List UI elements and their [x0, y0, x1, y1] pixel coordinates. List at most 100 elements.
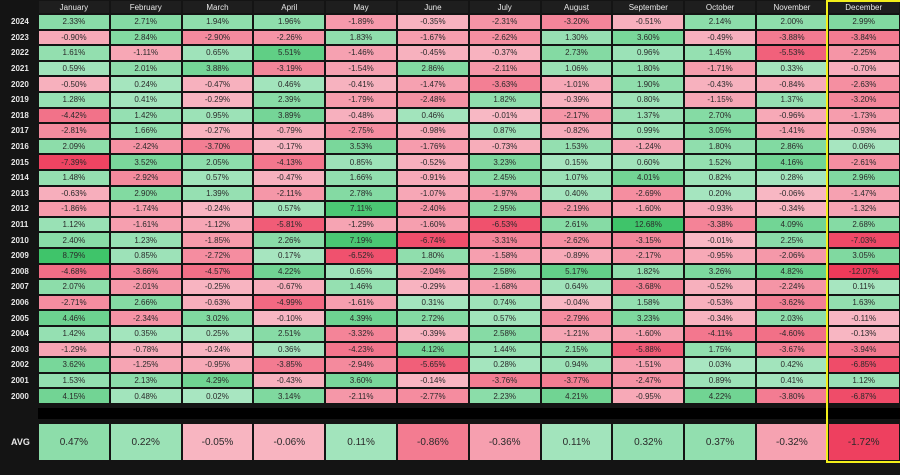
heatmap-cell[interactable]: 0.33%: [756, 60, 828, 77]
heatmap-cell[interactable]: -0.82%: [540, 123, 613, 139]
heatmap-cell[interactable]: -2.31%: [468, 14, 541, 30]
heatmap-cell[interactable]: 3.05%: [827, 248, 900, 264]
heatmap-cell[interactable]: 3.52%: [109, 154, 182, 170]
heatmap-cell[interactable]: -3.32%: [325, 326, 397, 342]
heatmap-cell[interactable]: 0.57%: [181, 170, 254, 186]
heatmap-cell[interactable]: -0.43%: [253, 372, 326, 389]
heatmap-cell[interactable]: 1.94%: [181, 14, 254, 30]
heatmap-cell[interactable]: -0.95%: [181, 357, 254, 373]
heatmap-cell[interactable]: 2.25%: [756, 232, 828, 248]
heatmap-cell[interactable]: 1.80%: [612, 60, 685, 77]
heatmap-cell[interactable]: -2.81%: [38, 123, 110, 139]
heatmap-cell[interactable]: -2.24%: [756, 279, 828, 295]
heatmap-cell[interactable]: 8.79%: [38, 248, 110, 264]
heatmap-cell[interactable]: -2.62%: [540, 232, 613, 248]
heatmap-cell[interactable]: 0.60%: [612, 154, 685, 170]
heatmap-cell[interactable]: -2.04%: [397, 263, 469, 280]
heatmap-cell[interactable]: -1.12%: [181, 216, 254, 233]
heatmap-cell[interactable]: -4.13%: [253, 154, 326, 170]
heatmap-cell[interactable]: 1.96%: [253, 14, 326, 30]
heatmap-cell[interactable]: -0.01%: [468, 107, 541, 124]
heatmap-cell[interactable]: 2.95%: [468, 201, 541, 217]
heatmap-cell[interactable]: -3.77%: [540, 372, 613, 389]
heatmap-cell[interactable]: 2.51%: [253, 326, 326, 342]
heatmap-cell[interactable]: 1.46%: [325, 279, 397, 295]
heatmap-cell[interactable]: -2.92%: [109, 170, 182, 186]
heatmap-cell[interactable]: -7.03%: [827, 232, 900, 248]
heatmap-cell[interactable]: 2.68%: [827, 216, 900, 233]
heatmap-cell[interactable]: 3.23%: [468, 154, 541, 170]
heatmap-cell[interactable]: -0.63%: [181, 294, 254, 311]
heatmap-cell[interactable]: -2.42%: [109, 138, 182, 155]
heatmap-cell[interactable]: -0.89%: [540, 248, 613, 264]
heatmap-cell[interactable]: -0.11%: [827, 310, 900, 326]
heatmap-cell[interactable]: 2.39%: [253, 92, 326, 108]
heatmap-cell[interactable]: -1.51%: [612, 357, 685, 373]
heatmap-cell[interactable]: -0.49%: [684, 29, 756, 46]
heatmap-cell[interactable]: -1.29%: [38, 341, 110, 358]
heatmap-cell[interactable]: -0.79%: [253, 123, 326, 139]
heatmap-cell[interactable]: 1.63%: [827, 294, 900, 311]
heatmap-cell[interactable]: 2.05%: [181, 154, 254, 170]
heatmap-cell[interactable]: -2.47%: [612, 372, 685, 389]
heatmap-cell[interactable]: -12.07%: [827, 263, 900, 280]
heatmap-cell[interactable]: -1.85%: [181, 232, 254, 248]
heatmap-cell[interactable]: 1.37%: [612, 107, 685, 124]
heatmap-cell[interactable]: -2.79%: [540, 310, 613, 326]
avg-cell[interactable]: 0.22%: [109, 423, 182, 461]
heatmap-cell[interactable]: -4.57%: [181, 263, 254, 280]
heatmap-cell[interactable]: -4.23%: [325, 341, 397, 358]
heatmap-cell[interactable]: 3.60%: [612, 29, 685, 46]
heatmap-cell[interactable]: -3.80%: [756, 388, 828, 404]
heatmap-cell[interactable]: 2.96%: [827, 170, 900, 186]
heatmap-cell[interactable]: -1.21%: [540, 326, 613, 342]
avg-cell[interactable]: 0.47%: [38, 423, 110, 461]
heatmap-cell[interactable]: -0.63%: [38, 185, 110, 202]
heatmap-cell[interactable]: 0.85%: [325, 154, 397, 170]
heatmap-cell[interactable]: -1.97%: [468, 185, 541, 202]
heatmap-cell[interactable]: 2.13%: [109, 372, 182, 389]
heatmap-cell[interactable]: -3.67%: [756, 341, 828, 358]
heatmap-cell[interactable]: 0.28%: [468, 357, 541, 373]
heatmap-cell[interactable]: 2.01%: [109, 60, 182, 77]
heatmap-cell[interactable]: 2.73%: [540, 45, 613, 61]
heatmap-cell[interactable]: -4.99%: [253, 294, 326, 311]
heatmap-cell[interactable]: 2.03%: [756, 310, 828, 326]
heatmap-cell[interactable]: -2.69%: [612, 185, 685, 202]
heatmap-cell[interactable]: 0.41%: [756, 372, 828, 389]
heatmap-cell[interactable]: -2.40%: [397, 201, 469, 217]
heatmap-cell[interactable]: 1.83%: [325, 29, 397, 46]
heatmap-cell[interactable]: -0.93%: [827, 123, 900, 139]
heatmap-cell[interactable]: -5.65%: [397, 357, 469, 373]
avg-cell[interactable]: -0.05%: [181, 423, 254, 461]
heatmap-cell[interactable]: 0.85%: [109, 248, 182, 264]
heatmap-cell[interactable]: 1.80%: [397, 248, 469, 264]
heatmap-cell[interactable]: 0.24%: [109, 76, 182, 92]
heatmap-cell[interactable]: -0.06%: [756, 185, 828, 202]
heatmap-cell[interactable]: 2.15%: [540, 341, 613, 358]
heatmap-cell[interactable]: -0.27%: [181, 123, 254, 139]
heatmap-cell[interactable]: 0.42%: [756, 357, 828, 373]
heatmap-cell[interactable]: 2.61%: [540, 216, 613, 233]
heatmap-cell[interactable]: 1.82%: [468, 92, 541, 108]
heatmap-cell[interactable]: 0.02%: [181, 388, 254, 404]
heatmap-cell[interactable]: 0.94%: [540, 357, 613, 373]
heatmap-cell[interactable]: -1.60%: [612, 326, 685, 342]
heatmap-cell[interactable]: -4.42%: [38, 107, 110, 124]
heatmap-cell[interactable]: 1.23%: [109, 232, 182, 248]
heatmap-cell[interactable]: -0.47%: [181, 76, 254, 92]
heatmap-cell[interactable]: 0.74%: [468, 294, 541, 311]
heatmap-cell[interactable]: 2.90%: [109, 185, 182, 202]
heatmap-cell[interactable]: -0.41%: [325, 76, 397, 92]
heatmap-cell[interactable]: -3.66%: [109, 263, 182, 280]
heatmap-cell[interactable]: 2.71%: [109, 14, 182, 30]
heatmap-cell[interactable]: -2.06%: [756, 248, 828, 264]
heatmap-cell[interactable]: 4.46%: [38, 310, 110, 326]
heatmap-cell[interactable]: 0.28%: [756, 170, 828, 186]
heatmap-cell[interactable]: -1.61%: [325, 294, 397, 311]
heatmap-cell[interactable]: -0.34%: [684, 310, 756, 326]
heatmap-cell[interactable]: -1.89%: [325, 14, 397, 30]
heatmap-cell[interactable]: -1.86%: [38, 201, 110, 217]
heatmap-cell[interactable]: 3.62%: [38, 357, 110, 373]
heatmap-cell[interactable]: 2.07%: [38, 279, 110, 295]
